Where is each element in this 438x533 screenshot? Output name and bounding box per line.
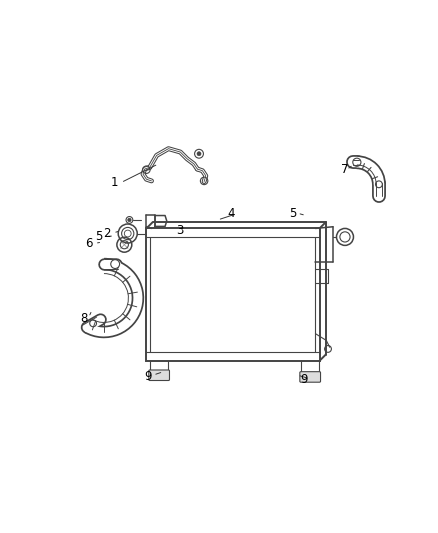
Text: 5: 5: [95, 230, 102, 244]
Text: 9: 9: [145, 369, 152, 383]
Circle shape: [128, 218, 131, 222]
Text: 4: 4: [227, 207, 235, 220]
Text: 1: 1: [110, 176, 118, 189]
Text: 5: 5: [289, 207, 296, 220]
Text: 3: 3: [177, 224, 184, 237]
FancyBboxPatch shape: [149, 370, 170, 381]
Text: 8: 8: [80, 312, 87, 325]
Text: 2: 2: [104, 227, 111, 240]
Text: 9: 9: [300, 373, 308, 386]
Circle shape: [197, 152, 201, 156]
FancyBboxPatch shape: [300, 372, 321, 382]
Text: 7: 7: [341, 163, 349, 175]
Text: 6: 6: [85, 237, 92, 250]
